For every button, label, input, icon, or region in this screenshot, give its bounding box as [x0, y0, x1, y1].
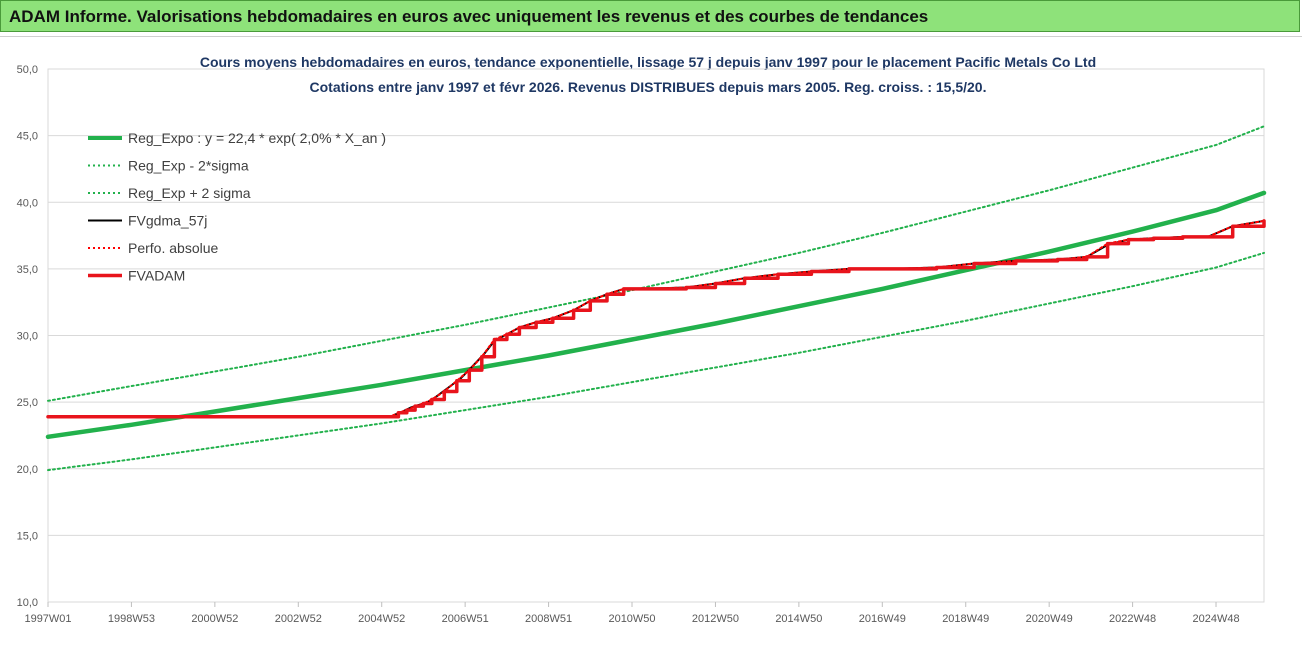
chart-svg: Cours moyens hebdomadaires en euros, ten… — [17, 54, 1267, 625]
x-tick-label: 1997W01 — [24, 613, 71, 625]
series-group — [45, 125, 1267, 472]
x-tick-label: 2006W51 — [442, 613, 489, 625]
x-tick-label: 1998W53 — [108, 613, 155, 625]
series-line-5 — [46, 219, 1266, 419]
legend-label-3: FVgdma_57j — [128, 213, 207, 229]
series-line-1 — [47, 251, 1265, 472]
legend-label-1: Reg_Exp - 2*sigma — [128, 158, 249, 174]
x-tick-label: 2002W52 — [275, 613, 322, 625]
series-line-0 — [45, 190, 1267, 440]
series-line-3 — [47, 219, 1265, 418]
x-tick-label: 2012W50 — [692, 613, 739, 625]
legend-label-4: Perfo. absolue — [128, 240, 218, 256]
banner: ADAM Informe. Valorisations hebdomadaire… — [0, 0, 1300, 32]
x-tick-label: 2014W50 — [775, 613, 822, 625]
y-tick-label: 25,0 — [17, 397, 38, 409]
grid — [47, 68, 1265, 603]
x-tick-label: 2018W49 — [942, 613, 989, 625]
x-tick-label: 2000W52 — [191, 613, 238, 625]
legend-label-0: Reg_Expo : y = 22,4 * exp( 2,0% * X_an ) — [128, 130, 386, 146]
x-tick-label: 2024W48 — [1192, 613, 1239, 625]
y-tick-label: 30,0 — [17, 331, 38, 343]
x-tick-label: 2004W52 — [358, 613, 405, 625]
x-axis: 1997W01 1998W53 2000W52 2002W52 2004W52 2006W… — [24, 602, 1240, 625]
y-tick-label: 20,0 — [17, 464, 38, 476]
y-tick-label: 35,0 — [17, 264, 38, 276]
y-axis: 10,0 15,0 20,0 25,0 30,0 35,0 40,0 45,0 50,0 — [17, 64, 38, 609]
series-line-2 — [47, 125, 1265, 402]
y-tick-label: 40,0 — [17, 197, 38, 209]
x-tick-label: 2016W49 — [859, 613, 906, 625]
x-tick-label: 2020W49 — [1026, 613, 1073, 625]
chart-area: Cours moyens hebdomadaires en euros, ten… — [0, 36, 1302, 654]
chart-title-line2: Cotations entre janv 1997 et févr 2026. … — [310, 79, 987, 95]
legend-label-5: FVADAM — [128, 268, 185, 284]
x-tick-label: 2008W51 — [525, 613, 572, 625]
x-tick-label: 2010W50 — [608, 613, 655, 625]
y-tick-label: 10,0 — [17, 597, 38, 609]
chart-title-line1: Cours moyens hebdomadaires en euros, ten… — [200, 54, 1096, 70]
banner-title: ADAM Informe. Valorisations hebdomadaire… — [9, 7, 929, 26]
y-tick-label: 45,0 — [17, 131, 38, 143]
series-line-4 — [47, 219, 1265, 418]
y-tick-label: 15,0 — [17, 530, 38, 542]
legend: Reg_Expo : y = 22,4 * exp( 2,0% * X_an )… — [88, 130, 386, 284]
y-tick-label: 50,0 — [17, 64, 38, 76]
legend-label-2: Reg_Exp + 2 sigma — [128, 185, 251, 201]
x-tick-label: 2022W48 — [1109, 613, 1156, 625]
